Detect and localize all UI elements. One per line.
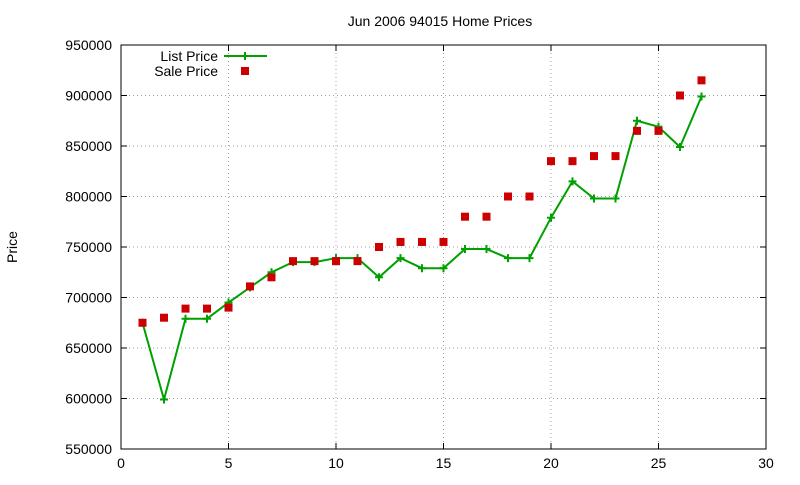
sale-price-point xyxy=(138,318,147,327)
sale-price-point xyxy=(224,303,233,312)
y-tick-label: 800000 xyxy=(65,189,112,205)
sale-price-point xyxy=(697,76,706,85)
x-tick-label: 15 xyxy=(436,455,452,471)
sale-price-point xyxy=(418,237,426,246)
sale-price-point xyxy=(332,257,340,266)
list-price-point xyxy=(482,245,491,254)
list-price-point xyxy=(676,143,684,152)
series-list-price xyxy=(138,92,706,404)
list-price-point xyxy=(697,92,706,101)
list-price-point xyxy=(375,273,383,282)
series xyxy=(138,76,706,404)
list-price-point xyxy=(160,395,168,404)
sale-price-point xyxy=(289,257,297,266)
list-price-point xyxy=(461,245,469,254)
x-tick-label: 20 xyxy=(543,455,559,471)
sale-price-point xyxy=(461,212,469,221)
x-tick-label: 25 xyxy=(651,455,667,471)
list-price-point xyxy=(611,194,620,203)
list-price-line xyxy=(141,96,703,404)
x-tick-label: 30 xyxy=(758,455,774,471)
list-price-point xyxy=(547,213,555,222)
legend-plus-marker xyxy=(241,52,249,60)
y-tick-label: 750000 xyxy=(65,239,112,255)
list-price-point xyxy=(396,254,405,263)
sale-price-point xyxy=(310,257,319,266)
list-price-point xyxy=(418,264,426,273)
sale-price-point xyxy=(482,212,491,221)
sale-price-point xyxy=(590,152,598,161)
x-tick-label: 0 xyxy=(117,455,125,471)
grid-lines xyxy=(121,45,766,449)
y-tick-label: 700000 xyxy=(65,290,112,306)
sale-price-point xyxy=(504,192,512,201)
sale-price-point xyxy=(160,313,168,322)
x-tick-label: 5 xyxy=(225,455,233,471)
sale-price-point xyxy=(676,91,684,100)
list-price-point xyxy=(439,264,448,273)
list-price-point xyxy=(633,116,641,125)
sale-price-point xyxy=(396,237,405,246)
list-price-point xyxy=(568,177,577,186)
sale-price-point xyxy=(611,152,620,161)
y-tick-label: 550000 xyxy=(65,441,112,457)
legend-label: List Price xyxy=(160,48,218,64)
y-tick-label: 600000 xyxy=(65,391,112,407)
x-tick-label: 10 xyxy=(328,455,344,471)
y-axis-label: Price xyxy=(4,231,20,263)
sale-price-point xyxy=(439,237,448,246)
legend-square-marker xyxy=(241,67,249,75)
sale-price-point xyxy=(181,304,190,313)
y-tick-label: 900000 xyxy=(65,88,112,104)
y-tick-label: 650000 xyxy=(65,340,112,356)
sale-price-point xyxy=(267,273,276,282)
axes: 0 5 10 15 20 25 30 550000 600000 650000 700000 7500… xyxy=(65,37,774,471)
sale-price-point xyxy=(375,243,383,251)
list-price-point xyxy=(590,194,598,203)
sale-price-point xyxy=(246,282,254,291)
list-price-point xyxy=(203,314,211,323)
legend-label: Sale Price xyxy=(154,63,218,79)
sale-price-point xyxy=(353,257,362,266)
series-sale-price xyxy=(138,76,706,327)
sale-price-point xyxy=(568,157,577,166)
list-price-point xyxy=(181,314,190,323)
sale-price-point xyxy=(654,126,663,135)
sale-price-point xyxy=(547,157,555,166)
sale-price-point xyxy=(203,304,211,313)
y-tick-label: 950000 xyxy=(65,37,112,53)
sale-price-point xyxy=(525,192,534,201)
chart-title: Jun 2006 94015 Home Prices xyxy=(348,13,532,29)
y-tick-label: 850000 xyxy=(65,138,112,154)
list-price-point xyxy=(525,254,534,263)
list-price-point xyxy=(504,254,512,263)
sale-price-point xyxy=(633,126,641,135)
